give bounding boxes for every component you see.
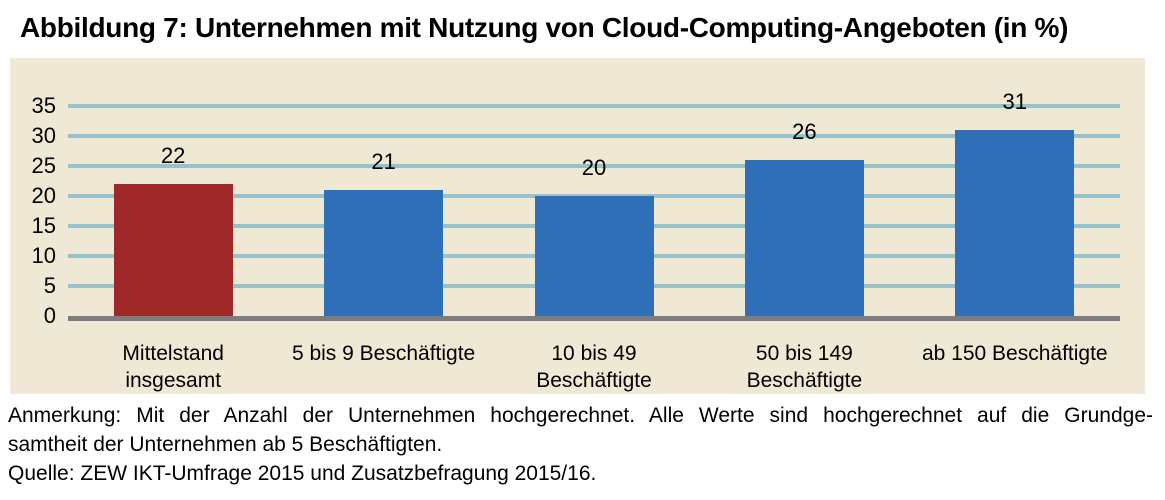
y-tick-label-10: 10 [31,243,56,268]
note-remark-line-2: samtheit der Unternehmen ab 5 Beschäftig… [8,433,443,456]
x-tick-label-3: 10 bis 49 Beschäftigte [536,342,652,392]
gridline-25 [68,164,1120,168]
x-tick-label-2: 5 bis 9 Beschäftigte [291,342,476,365]
chart-panel: 0 5 10 15 20 25 30 35 22 Mittelstand insgesamt 21 5… [10,58,1145,394]
bar-1 [113,184,233,316]
bar-value-label-1: 22 [160,143,186,168]
y-tick-label-30: 30 [31,123,56,148]
bar-value-label-3: 20 [581,155,607,180]
note-remark-line-1: Anmerkung: Mit der Anzahl der Unternehme… [8,404,1153,427]
x-axis-baseline [68,316,1120,321]
bar-3 [534,196,654,316]
bar-value-label-4: 26 [792,119,817,144]
y-tick-label-15: 15 [31,213,56,238]
x-tick-label-1: Mittelstand insgesamt [122,342,224,392]
figure-title: Abbildung 7: Unternehmen mit Nutzung von… [20,12,1069,43]
y-tick-label-5: 5 [43,273,56,298]
x-tick-label-4: 50 bis 149 Beschäftigte [746,342,863,392]
figure-notes: Anmerkung: Mit der Anzahl der Unternehme… [8,401,1153,488]
gridline-30 [68,134,1120,138]
bar-value-label-5: 31 [1002,89,1028,114]
bar-2 [324,190,444,316]
bar-value-label-2: 21 [371,149,396,174]
x-tick-label-5: ab 150 Beschäftigte [921,342,1108,365]
bar-5 [955,130,1075,316]
y-tick-label-25: 25 [31,153,56,178]
note-source-line: Quelle: ZEW IKT-Umfrage 2015 und Zusatzb… [8,462,597,485]
y-tick-label-0: 0 [43,303,56,328]
gridline-35 [68,104,1120,108]
bar-4 [744,160,864,316]
y-tick-label-35: 35 [31,93,56,118]
plot-area: 0 5 10 15 20 25 30 35 22 Mittelstand insgesamt 21 5… [10,58,1145,394]
y-tick-label-20: 20 [31,183,56,208]
